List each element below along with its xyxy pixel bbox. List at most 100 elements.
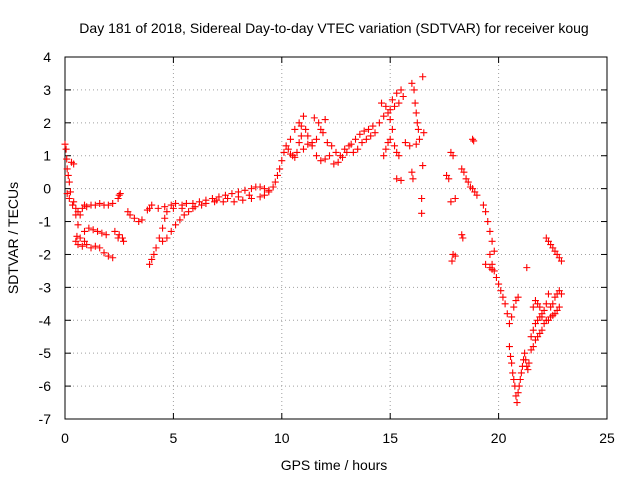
data-point <box>393 89 401 97</box>
data-point <box>76 234 84 242</box>
data-point <box>521 349 529 357</box>
y-axis-label: SDTVAR / TECUs <box>5 182 21 294</box>
data-point <box>460 168 468 176</box>
data-point <box>482 208 490 216</box>
y-tick-label: -3 <box>39 279 52 295</box>
data-point <box>391 142 399 150</box>
data-point <box>278 157 286 165</box>
data-point <box>70 198 78 206</box>
data-point <box>449 152 457 160</box>
data-point <box>293 148 301 156</box>
data-point <box>154 204 162 212</box>
data-point <box>419 73 427 81</box>
data-point <box>81 227 89 235</box>
data-point <box>448 257 456 265</box>
data-point <box>492 273 500 281</box>
data-point <box>538 326 546 334</box>
data-point <box>256 183 264 191</box>
data-point <box>167 227 175 235</box>
data-point <box>391 102 399 110</box>
data-point <box>386 116 394 124</box>
y-tick-label: -6 <box>39 378 52 394</box>
data-point <box>111 227 119 235</box>
data-point <box>499 293 507 301</box>
data-point <box>517 369 525 377</box>
data-point <box>85 224 93 232</box>
data-point <box>393 175 401 183</box>
data-point <box>284 145 292 153</box>
data-point <box>360 127 368 135</box>
data-point <box>328 142 336 150</box>
data-point <box>198 201 206 209</box>
data-point <box>409 175 417 183</box>
data-point <box>365 125 373 133</box>
data-point <box>180 211 188 219</box>
data-point <box>115 191 123 199</box>
data-point <box>64 171 72 179</box>
data-point <box>384 139 392 147</box>
data-point <box>527 333 535 341</box>
x-tick-label: 10 <box>274 430 290 446</box>
y-tick-label: 1 <box>43 148 51 164</box>
data-point <box>412 140 420 148</box>
data-point <box>118 234 126 242</box>
data-point <box>155 234 163 242</box>
data-point <box>102 231 110 239</box>
data-point <box>464 178 472 186</box>
data-point <box>540 306 548 314</box>
data-point <box>411 99 419 107</box>
data-point <box>495 280 503 288</box>
data-point <box>224 195 232 203</box>
data-point <box>557 290 565 298</box>
data-point <box>89 226 97 234</box>
x-axis-label: GPS time / hours <box>281 457 388 473</box>
data-point <box>135 218 143 226</box>
plot-frame <box>64 56 608 420</box>
data-point <box>269 183 277 191</box>
data-point <box>525 359 533 367</box>
data-point <box>152 244 160 252</box>
data-point <box>469 135 477 143</box>
data-point <box>418 209 426 217</box>
data-point <box>91 201 99 209</box>
data-point <box>412 109 420 117</box>
data-point <box>505 343 513 351</box>
data-point <box>523 264 531 272</box>
y-tick-label: 2 <box>43 115 51 131</box>
data-point <box>87 244 95 252</box>
data-point <box>172 221 180 229</box>
data-point <box>61 140 69 148</box>
x-tick-label: 0 <box>61 430 69 446</box>
data-point <box>78 242 86 250</box>
data-point <box>256 193 264 201</box>
data-point <box>234 193 242 201</box>
data-point <box>399 92 407 100</box>
data-point <box>420 129 428 137</box>
data-point <box>172 199 180 207</box>
data-point <box>513 399 521 407</box>
data-point <box>451 252 459 260</box>
data-point <box>414 125 422 133</box>
data-point <box>505 320 513 328</box>
data-point <box>510 303 518 311</box>
data-point <box>109 199 117 207</box>
data-point <box>339 153 347 161</box>
data-point <box>408 168 416 176</box>
data-point <box>397 176 405 184</box>
data-point <box>388 125 396 133</box>
data-point <box>486 227 494 235</box>
data-point <box>159 224 167 232</box>
data-point <box>299 112 307 120</box>
data-point <box>516 376 524 384</box>
data-point <box>276 165 284 173</box>
data-point <box>484 218 492 226</box>
data-point <box>63 165 71 173</box>
data-point <box>297 132 305 140</box>
data-point <box>74 241 82 249</box>
data-point <box>332 148 340 156</box>
data-point <box>98 229 106 237</box>
data-point <box>63 190 71 198</box>
data-point <box>317 157 325 165</box>
y-tick-label: -7 <box>39 411 52 427</box>
